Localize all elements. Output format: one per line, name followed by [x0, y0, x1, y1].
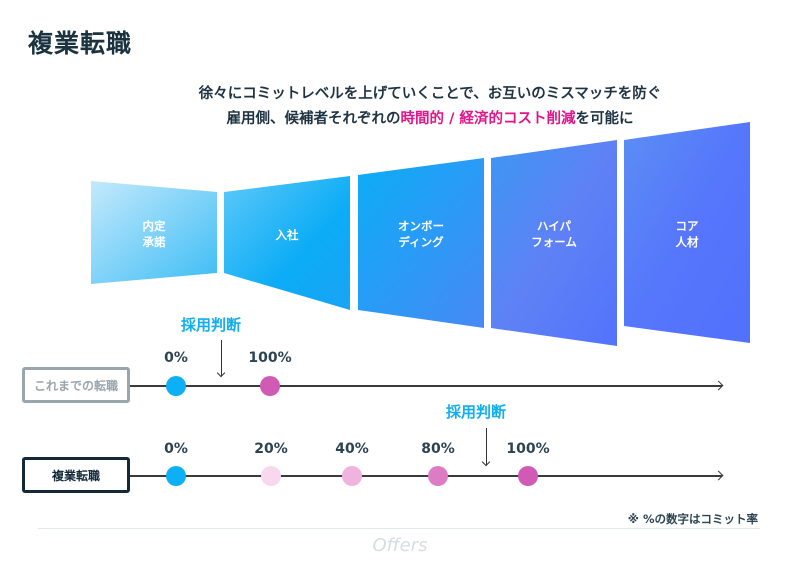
- subtitle-prefix: 雇用側、候補者それぞれの: [226, 111, 401, 127]
- footer-divider: [38, 528, 760, 529]
- stage-label-line: 内定: [142, 219, 166, 233]
- commit-dot-100: [518, 466, 538, 486]
- stage-panel-1: [91, 181, 217, 284]
- commit-label: 100%: [248, 350, 292, 366]
- stage-label-1: 内定 承諾: [109, 218, 199, 250]
- commit-dot-80: [428, 466, 448, 486]
- stage-panel-4: [491, 140, 617, 346]
- decision-label-sidejob: 採用判断: [446, 403, 507, 421]
- commit-dot-20: [261, 466, 281, 486]
- commit-dot-100: [260, 376, 280, 396]
- subtitle-line-1: 徐々にコミットレベルを上げていくことで、お互いのミスマッチを防ぐ: [198, 86, 662, 102]
- row-label-traditional: これまでの転職: [22, 367, 130, 403]
- commit-label: 0%: [164, 441, 188, 457]
- stage-label-4: ハイパ フォーム: [509, 218, 599, 250]
- timeline-axis-traditional: [130, 385, 722, 387]
- stage-label-line: 入社: [275, 228, 299, 242]
- commit-dot-0: [166, 376, 186, 396]
- stage-label-line: ハイパ: [536, 219, 572, 233]
- stage-panel-3: [358, 158, 484, 328]
- row-label-sidejob: 複業転職: [22, 457, 130, 493]
- commit-label: 0%: [164, 350, 188, 366]
- decision-arrow-icon: [221, 340, 222, 376]
- commit-label: 20%: [254, 441, 288, 457]
- subtitle-highlight: 時間的 / 経済的コスト削減: [400, 111, 576, 127]
- footnote: ※ %の数字はコミット率: [627, 512, 758, 526]
- commit-label: 100%: [506, 441, 550, 457]
- stage-panel-5: [624, 122, 750, 343]
- stage-label-3: オンボー ディング: [376, 218, 466, 250]
- offers-logo: Offers: [372, 535, 428, 556]
- stage-label-line: コア: [675, 219, 699, 233]
- stage-label-line: ディング: [398, 235, 444, 249]
- commit-label: 80%: [421, 441, 455, 457]
- page-title: 複業転職: [28, 29, 133, 58]
- commit-label: 40%: [335, 441, 369, 457]
- decision-label-traditional: 採用判断: [181, 316, 242, 334]
- stage-panel-2: [224, 176, 350, 310]
- subtitle-suffix: を可能に: [575, 111, 634, 127]
- decision-arrow-icon: [486, 428, 487, 465]
- stage-label-2: 入社: [242, 227, 332, 243]
- stage-label-line: 人材: [675, 235, 699, 249]
- stage-label-line: オンボー: [398, 219, 444, 233]
- stage-label-line: 承諾: [142, 235, 166, 249]
- subtitle-line-2: 雇用側、候補者それぞれの時間的 / 経済的コスト削減を可能に: [0, 107, 800, 128]
- commit-dot-0: [166, 466, 186, 486]
- stage-label-5: コア 人材: [642, 218, 732, 250]
- timeline-axis-sidejob: [130, 475, 722, 477]
- stage-label-line: フォーム: [531, 235, 577, 249]
- commit-dot-40: [342, 466, 362, 486]
